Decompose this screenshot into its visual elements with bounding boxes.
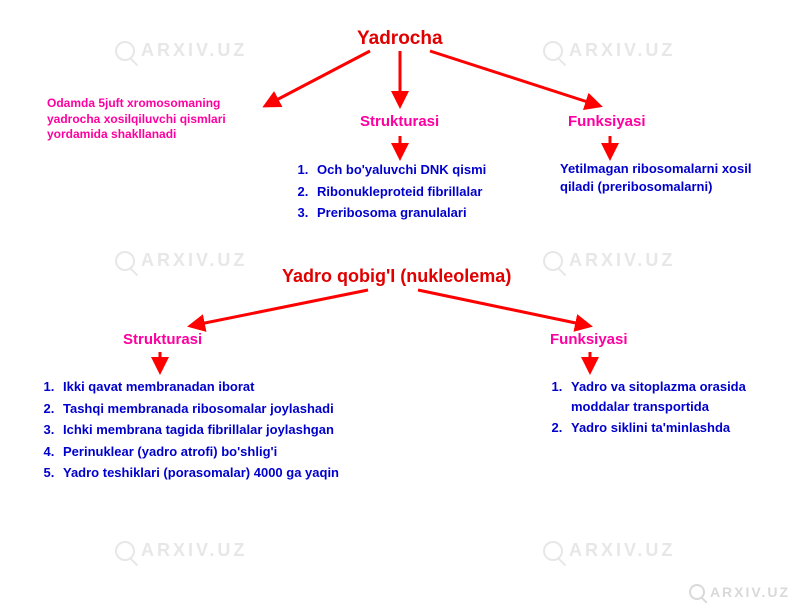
watermark: ARXIV.UZ — [115, 250, 247, 271]
watermark: ARXIV.UZ — [543, 250, 675, 271]
arrow-layer — [0, 0, 800, 600]
list-item: Tashqi membranada ribosomalar joylashadi — [58, 399, 390, 419]
footer-watermark: ARXIV.UZ — [689, 584, 790, 600]
watermark: ARXIV.UZ — [115, 40, 247, 61]
tree1-sidenote: Odamda 5juft xromosomaning yadrocha xosi… — [47, 96, 257, 143]
tree2-right-items: Yadro va sitoplazma orasida moddalar tra… — [548, 377, 778, 440]
list-item: Yadro teshiklari (porasomalar) 4000 ga y… — [58, 463, 390, 483]
watermark: ARXIV.UZ — [543, 40, 675, 61]
list-item: Ichki membrana tagida fibrillalar joylas… — [58, 420, 390, 440]
watermark: ARXIV.UZ — [115, 540, 247, 561]
tree1-left-items: Och bo'yaluvchi DNK qismi Ribonukleprote… — [294, 160, 524, 225]
watermark: ARXIV.UZ — [543, 540, 675, 561]
tree1-left-label: Strukturasi — [360, 113, 439, 130]
list-item: Preribosoma granulalari — [312, 203, 524, 223]
tree2-root: Yadro qobig'I (nukleolema) — [282, 266, 511, 287]
tree1-right-label: Funksiyasi — [568, 113, 646, 130]
list-item: Yadro siklini ta'minlashda — [566, 418, 778, 438]
list-item: Och bo'yaluvchi DNK qismi — [312, 160, 524, 180]
tree2-right-label: Funksiyasi — [550, 331, 628, 348]
tree1-root: Yadrocha — [357, 28, 443, 50]
tree2-left-items: Ikki qavat membranadan iboratTashqi memb… — [40, 377, 390, 485]
list-item: Ribonukleproteid fibrillalar — [312, 182, 524, 202]
list-item: Perinuklear (yadro atrofi) bo'shlig'i — [58, 442, 390, 462]
list-item: Yadro va sitoplazma orasida moddalar tra… — [566, 377, 778, 416]
tree2-left-label: Strukturasi — [123, 331, 202, 348]
list-item: Ikki qavat membranadan iborat — [58, 377, 390, 397]
tree1-right-text: Yetilmagan ribosomalarni xosil qiladi (p… — [560, 160, 760, 196]
